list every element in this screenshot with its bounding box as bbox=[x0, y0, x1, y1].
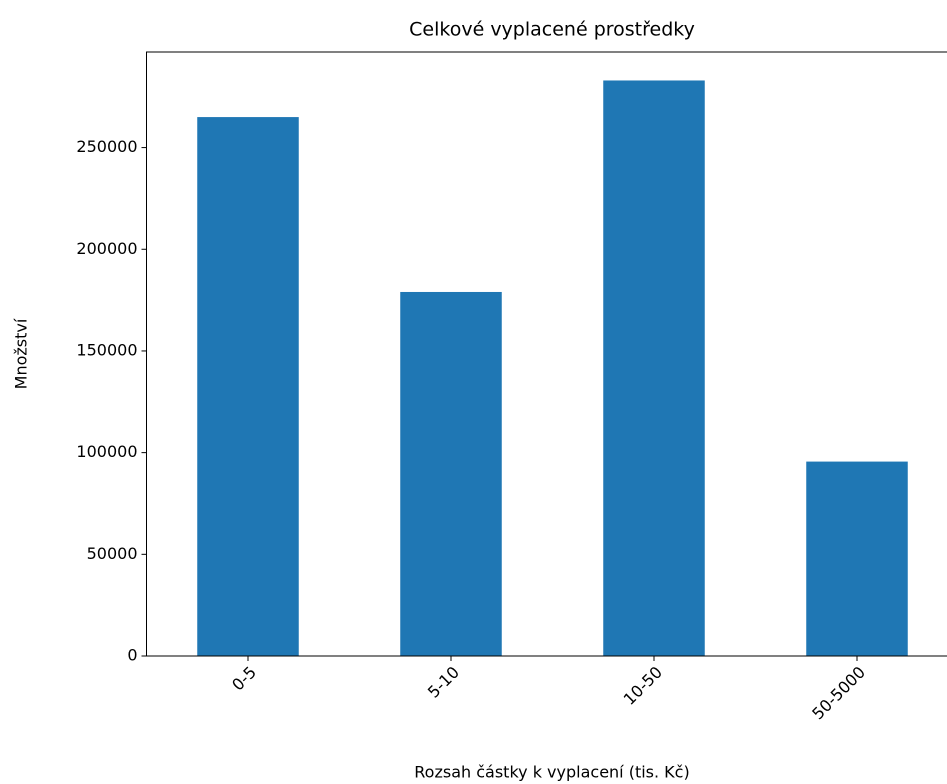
y-tick-label: 200000 bbox=[76, 239, 137, 258]
x-tick-label: 50-5000 bbox=[808, 663, 869, 724]
x-tick-label: 5-10 bbox=[424, 663, 463, 702]
y-tick-label: 150000 bbox=[76, 340, 137, 359]
plot-frame bbox=[146, 51, 947, 657]
bar bbox=[197, 117, 299, 656]
x-axis-label: Rozsah částky k vyplacení (tis. Kč) bbox=[414, 763, 689, 782]
bar bbox=[603, 80, 705, 657]
x-tick-label: 10-50 bbox=[620, 663, 666, 709]
bar bbox=[806, 461, 908, 656]
y-tick-label: 0 bbox=[127, 646, 137, 665]
x-tick-label: 0-5 bbox=[228, 663, 260, 695]
y-tick-label: 50000 bbox=[87, 544, 138, 563]
bar bbox=[400, 291, 502, 656]
chart-title: Celkové vyplacené prostředky bbox=[409, 19, 695, 41]
y-tick-label: 100000 bbox=[76, 442, 137, 461]
y-tick-label: 250000 bbox=[76, 137, 137, 156]
y-axis-label: Množství bbox=[12, 318, 31, 389]
